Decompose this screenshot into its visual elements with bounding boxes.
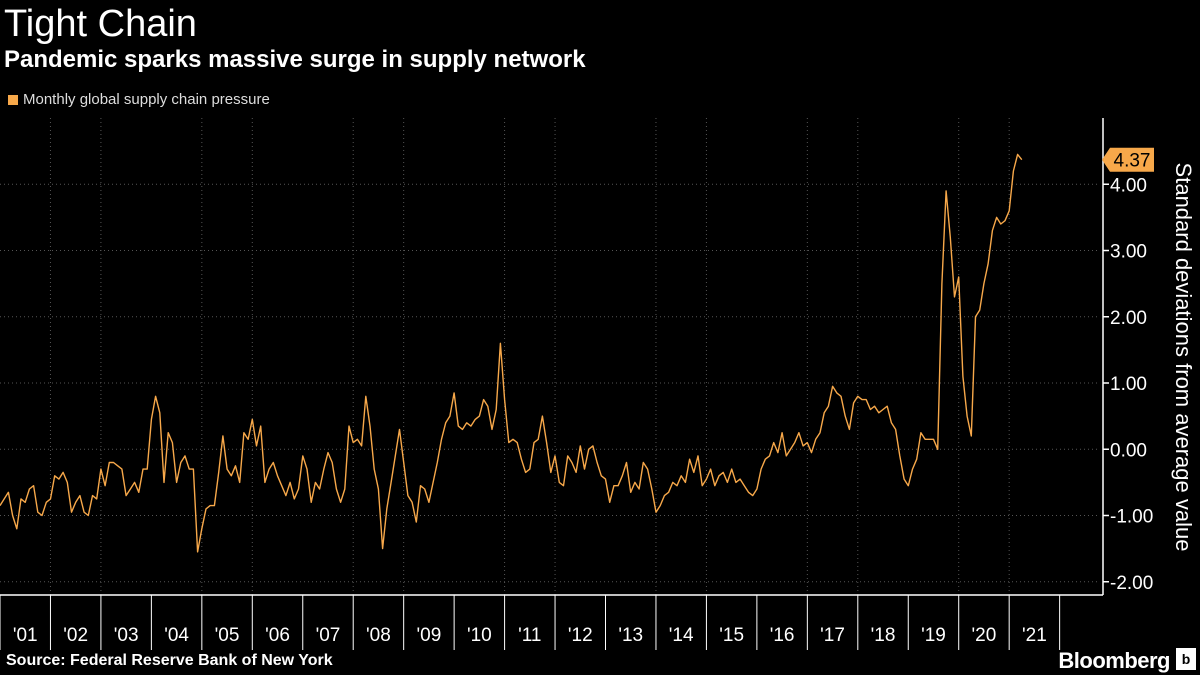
- brand-logo: Bloomberg: [1058, 648, 1170, 673]
- y-tick-label: -1.00: [1110, 507, 1153, 528]
- last-value-label: 4.37: [1114, 151, 1151, 172]
- x-tick-label: '21: [1022, 625, 1047, 646]
- chart-legend: Monthly global supply chain pressure: [8, 91, 270, 108]
- x-tick-label: '02: [63, 625, 88, 646]
- x-tick-label: '19: [921, 625, 946, 646]
- x-tick-label: '15: [719, 625, 744, 646]
- x-tick-label: '13: [618, 625, 643, 646]
- x-tick-label: '20: [972, 625, 997, 646]
- x-tick-label: '11: [518, 625, 541, 646]
- y-tick-label: 3.00: [1110, 242, 1147, 263]
- legend-label: Monthly global supply chain pressure: [23, 91, 270, 108]
- source-note: Source: Federal Reserve Bank of New York: [6, 652, 333, 669]
- last-value-badge: [1102, 147, 1154, 172]
- x-tick-label: '03: [114, 625, 139, 646]
- x-tick-label: '04: [164, 625, 189, 646]
- x-tick-label: '06: [265, 625, 290, 646]
- chart-title: Tight Chain: [4, 3, 197, 45]
- series-line: [0, 153, 1023, 553]
- x-tick-label: '08: [366, 625, 391, 646]
- x-tick-label: '14: [669, 625, 694, 646]
- x-tick-label: '07: [316, 625, 341, 646]
- x-tick-label: '05: [215, 625, 240, 646]
- x-tick-label: '17: [820, 625, 845, 646]
- x-tick-label: '10: [467, 625, 492, 646]
- legend-swatch: [8, 94, 18, 105]
- brand-icon: b: [1176, 648, 1196, 670]
- y-tick-label: 1.00: [1110, 374, 1147, 395]
- x-tick-label: '18: [871, 625, 896, 646]
- y-tick-label: -2.00: [1110, 573, 1153, 594]
- x-tick-label: '12: [568, 625, 593, 646]
- y-tick-label: 0.00: [1110, 440, 1147, 461]
- y-tick-label: 4.00: [1110, 175, 1147, 196]
- chart-subtitle: Pandemic sparks massive surge in supply …: [4, 46, 586, 73]
- x-tick-label: '09: [417, 625, 442, 646]
- y-tick-label: 2.00: [1110, 308, 1147, 329]
- y-axis-title: Standard deviations from average value: [1171, 163, 1196, 552]
- x-tick-label: '01: [13, 625, 38, 646]
- x-tick-label: '16: [770, 625, 795, 646]
